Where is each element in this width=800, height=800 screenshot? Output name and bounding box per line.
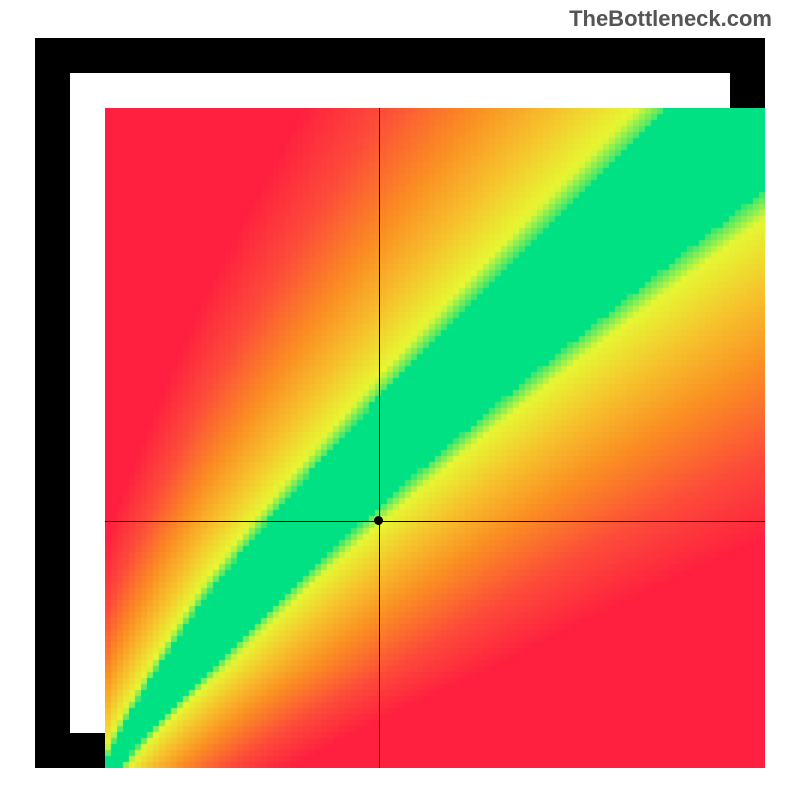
watermark-text: TheBottleneck.com [569, 6, 772, 32]
chart-container: TheBottleneck.com [0, 0, 800, 800]
heatmap-canvas [105, 108, 765, 768]
crosshair-vertical [379, 108, 380, 768]
crosshair-horizontal [105, 521, 765, 522]
plot-frame [35, 38, 765, 768]
